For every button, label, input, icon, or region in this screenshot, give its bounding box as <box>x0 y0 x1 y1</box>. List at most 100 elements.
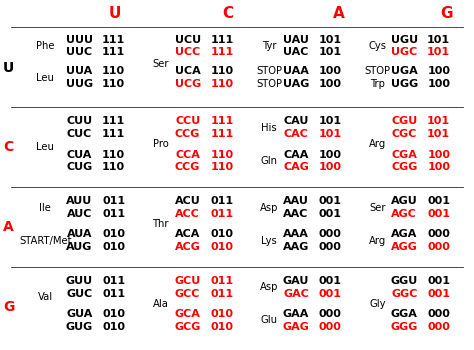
Text: Ala: Ala <box>153 299 169 309</box>
Text: 010: 010 <box>102 309 125 319</box>
Text: CCG: CCG <box>175 162 201 172</box>
Text: UCC: UCC <box>175 47 200 57</box>
Text: 101: 101 <box>427 116 450 126</box>
Text: ACC: ACC <box>175 209 200 219</box>
Text: CUC: CUC <box>67 129 92 139</box>
Text: 011: 011 <box>102 289 125 299</box>
Text: G: G <box>440 6 453 21</box>
Text: C: C <box>3 140 14 154</box>
Text: ACU: ACU <box>175 196 201 206</box>
Text: 000: 000 <box>319 322 342 332</box>
Text: 110: 110 <box>210 79 234 89</box>
Text: 010: 010 <box>102 322 125 332</box>
Text: Gly: Gly <box>369 299 386 309</box>
Text: 100: 100 <box>427 66 450 76</box>
Text: 111: 111 <box>102 116 125 126</box>
Text: CAA: CAA <box>283 150 309 160</box>
Text: AUC: AUC <box>67 209 92 219</box>
Text: 010: 010 <box>210 242 234 252</box>
Text: 110: 110 <box>210 162 234 172</box>
Text: GCA: GCA <box>175 309 201 319</box>
Text: Lys: Lys <box>261 236 277 246</box>
Text: AAG: AAG <box>283 242 309 252</box>
Text: GCU: GCU <box>174 276 201 286</box>
Text: 110: 110 <box>102 162 125 172</box>
Text: Ser: Ser <box>369 203 386 213</box>
Text: 111: 111 <box>210 35 234 44</box>
Text: UAC: UAC <box>283 47 309 57</box>
Text: 010: 010 <box>210 229 234 239</box>
Text: 101: 101 <box>427 47 450 57</box>
Text: 000: 000 <box>427 229 450 239</box>
Text: 010: 010 <box>210 322 234 332</box>
Text: CUG: CUG <box>66 162 92 172</box>
Text: 000: 000 <box>319 229 342 239</box>
Text: UAU: UAU <box>283 35 309 44</box>
Text: 001: 001 <box>319 209 342 219</box>
Text: 101: 101 <box>319 47 342 57</box>
Text: His: His <box>261 123 277 133</box>
Text: 111: 111 <box>102 35 125 44</box>
Text: 001: 001 <box>427 209 450 219</box>
Text: A: A <box>332 6 344 21</box>
Text: 001: 001 <box>319 196 342 206</box>
Text: 001: 001 <box>427 276 450 286</box>
Text: CAG: CAG <box>283 162 309 172</box>
Text: UAA: UAA <box>283 66 309 76</box>
Text: 101: 101 <box>427 35 450 44</box>
Text: Leu: Leu <box>36 142 55 152</box>
Text: AGU: AGU <box>391 196 418 206</box>
Text: AAC: AAC <box>283 209 309 219</box>
Text: Gln: Gln <box>261 156 278 166</box>
Text: 010: 010 <box>102 242 125 252</box>
Text: 001: 001 <box>319 276 342 286</box>
Text: Pro: Pro <box>153 139 169 149</box>
Text: CGG: CGG <box>391 162 418 172</box>
Text: UCG: UCG <box>174 79 201 89</box>
Text: 111: 111 <box>210 116 234 126</box>
Text: Thr: Thr <box>153 219 169 229</box>
Text: 110: 110 <box>210 66 234 76</box>
Text: 111: 111 <box>102 129 125 139</box>
Text: 000: 000 <box>319 309 342 319</box>
Text: 000: 000 <box>319 242 342 252</box>
Text: UAG: UAG <box>283 79 309 89</box>
Text: CCG: CCG <box>175 129 201 139</box>
Text: CGU: CGU <box>391 116 418 126</box>
Text: ACG: ACG <box>175 242 201 252</box>
Text: UCU: UCU <box>174 35 201 44</box>
Text: CUU: CUU <box>66 116 92 126</box>
Text: 010: 010 <box>102 229 125 239</box>
Text: 011: 011 <box>210 276 234 286</box>
Text: 101: 101 <box>319 116 342 126</box>
Text: UUG: UUG <box>66 79 93 89</box>
Text: START/Met: START/Met <box>19 236 72 246</box>
Text: CCA: CCA <box>175 150 200 160</box>
Text: C: C <box>222 6 233 21</box>
Text: GAC: GAC <box>283 289 309 299</box>
Text: CAU: CAU <box>283 116 309 126</box>
Text: 100: 100 <box>427 79 450 89</box>
Text: Arg: Arg <box>369 139 386 149</box>
Text: GGU: GGU <box>391 276 418 286</box>
Text: CUA: CUA <box>67 150 92 160</box>
Text: UUU: UUU <box>66 35 93 44</box>
Text: 011: 011 <box>102 196 125 206</box>
Text: AAA: AAA <box>283 229 309 239</box>
Text: 100: 100 <box>427 162 450 172</box>
Text: G: G <box>3 300 14 314</box>
Text: Glu: Glu <box>261 315 278 326</box>
Text: Trp: Trp <box>370 79 385 89</box>
Text: GCC: GCC <box>175 289 201 299</box>
Text: UGG: UGG <box>391 79 418 89</box>
Text: 110: 110 <box>210 150 234 160</box>
Text: STOP: STOP <box>256 66 282 76</box>
Text: 011: 011 <box>210 196 234 206</box>
Text: 010: 010 <box>210 309 234 319</box>
Text: Leu: Leu <box>36 74 55 83</box>
Text: GAU: GAU <box>283 276 309 286</box>
Text: AGG: AGG <box>391 242 418 252</box>
Text: GAG: GAG <box>283 322 310 332</box>
Text: GGG: GGG <box>391 322 418 332</box>
Text: GGA: GGA <box>391 309 418 319</box>
